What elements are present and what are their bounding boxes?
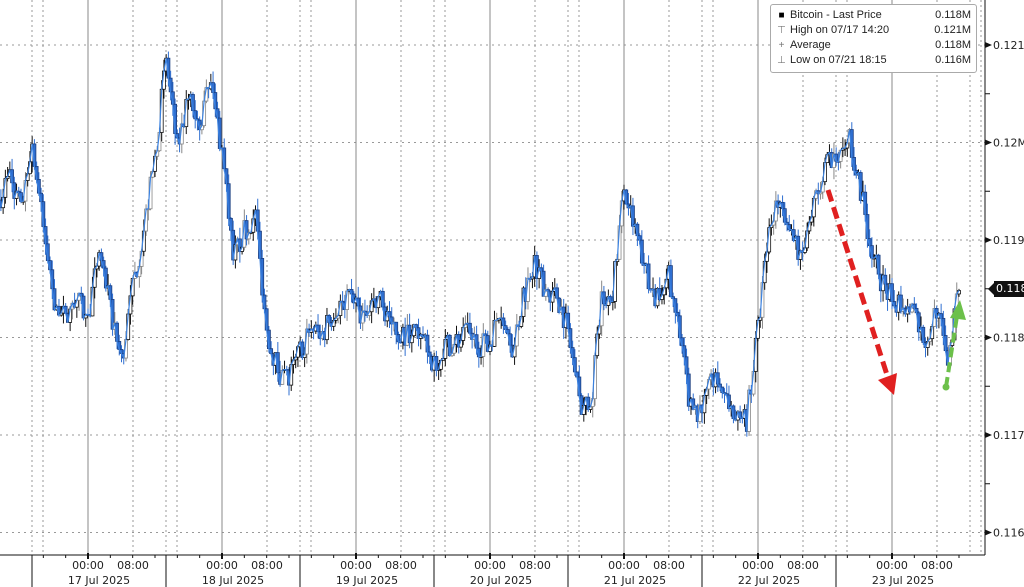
- y-tick: [985, 529, 992, 536]
- high-marker-icon: ⊤: [777, 25, 786, 36]
- x-day-label: 17 Jul 2025: [68, 574, 130, 587]
- price-line: [0, 58, 960, 432]
- red-dashed-arrow: [825, 189, 891, 379]
- y-tick: [985, 334, 992, 341]
- y-tick-label: 0.118M: [993, 332, 1024, 345]
- x-day-label: 18 Jul 2025: [202, 574, 264, 587]
- x-hour-label: 08:00: [653, 559, 685, 572]
- y-tick-label: 0.116M: [993, 527, 1024, 540]
- x-hour-label: 08:00: [787, 559, 819, 572]
- y-tick-label: 0.121M: [993, 39, 1024, 52]
- y-tick: [985, 42, 992, 48]
- red-arrowhead: [878, 373, 897, 395]
- y-tick-label: 0.119M: [993, 234, 1024, 247]
- x-day-label: 20 Jul 2025: [470, 574, 532, 587]
- legend: ■ Bitcoin - Last Price 0.118M ⊤ High on …: [770, 4, 977, 73]
- green-arrow-origin: [942, 383, 950, 391]
- y-tick: [985, 237, 992, 243]
- grid: [0, 0, 985, 555]
- x-hour-label: 00:00: [608, 559, 640, 572]
- x-hour-label: 00:00: [876, 559, 908, 572]
- square-icon: ■: [778, 10, 785, 21]
- low-marker-icon: ⊥: [777, 55, 786, 66]
- x-day-label: 22 Jul 2025: [738, 574, 800, 587]
- legend-item-average: + Average 0.118M: [776, 38, 971, 53]
- x-day-label: 21 Jul 2025: [604, 574, 666, 587]
- y-tick: [985, 432, 992, 438]
- y-tick-label: 0.12M: [993, 137, 1024, 150]
- x-hour-label: 00:00: [72, 559, 104, 572]
- green-arrowhead: [950, 300, 966, 320]
- x-hour-label: 08:00: [921, 559, 953, 572]
- legend-item-last-price: ■ Bitcoin - Last Price 0.118M: [776, 8, 971, 23]
- green-dashed-arrow: [944, 315, 959, 388]
- candles: [0, 51, 961, 437]
- x-hour-label: 08:00: [117, 559, 149, 572]
- x-hour-label: 08:00: [519, 559, 551, 572]
- legend-item-low: ⊥ Low on 07/21 18:15 0.116M: [777, 54, 971, 66]
- y-tick-label: 0.117M: [993, 429, 1024, 442]
- legend-item-high: ⊤ High on 07/17 14:20 0.121M: [777, 24, 971, 36]
- x-hour-label: 00:00: [742, 559, 774, 572]
- x-hour-label: 00:00: [340, 559, 372, 572]
- x-day-label: 23 Jul 2025: [872, 574, 934, 587]
- y-tick: [985, 139, 992, 146]
- trend-arrows: [825, 189, 966, 395]
- x-hour-label: 08:00: [385, 559, 417, 572]
- x-hour-label: 00:00: [206, 559, 238, 572]
- average-marker-icon: +: [778, 40, 785, 51]
- last-price-tag: 0.118M: [988, 281, 1024, 297]
- x-hour-label: 00:00: [474, 559, 506, 572]
- x-day-label: 19 Jul 2025: [336, 574, 398, 587]
- x-hour-label: 08:00: [251, 559, 283, 572]
